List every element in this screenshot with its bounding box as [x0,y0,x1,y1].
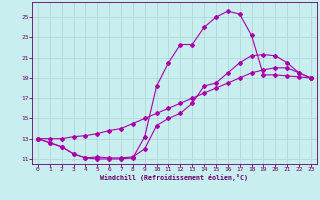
X-axis label: Windchill (Refroidissement éolien,°C): Windchill (Refroidissement éolien,°C) [100,174,248,181]
